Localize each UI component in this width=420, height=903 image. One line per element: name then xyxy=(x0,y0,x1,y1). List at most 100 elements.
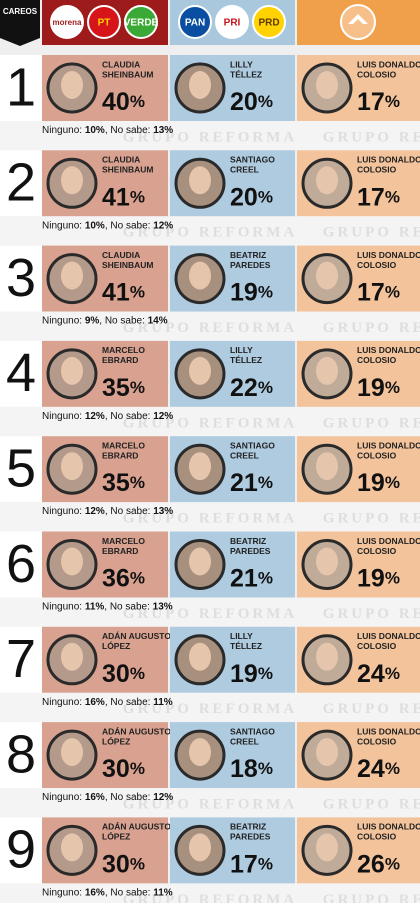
footer: Ninguno: 12%, No sabe: 12% xyxy=(42,411,173,422)
candidate-name: COLOSIO xyxy=(357,355,397,365)
party-name: PRI xyxy=(224,18,241,29)
photo-face xyxy=(316,547,338,576)
candidate-name: PAREDES xyxy=(230,832,271,842)
number-cell xyxy=(0,531,42,598)
candidate-pct: 20% xyxy=(230,88,273,116)
candidate-name: LUIS DONALDO xyxy=(357,345,420,355)
row-number: 1 xyxy=(6,57,36,117)
footer-part: , No sabe: xyxy=(105,220,153,231)
candidate-name: TÉLLEZ xyxy=(230,641,262,651)
footer-part: 10% xyxy=(85,125,105,136)
number-cell xyxy=(0,340,42,407)
footer-band xyxy=(0,406,420,437)
photo-face xyxy=(189,356,211,385)
footer-part: 13% xyxy=(153,506,173,517)
candidate-pct: 35% xyxy=(102,469,145,497)
watermark: GRUPO REFORMA xyxy=(123,225,297,241)
candidate-name: MARCELO xyxy=(102,345,145,355)
party-logo xyxy=(252,5,286,39)
watermark: GRUPO REFORMA xyxy=(123,797,297,813)
footer-part: Ninguno: xyxy=(42,411,85,422)
party-name: PAN xyxy=(185,18,205,29)
candidate-pct: 35% xyxy=(102,374,145,402)
party-name: morena xyxy=(53,18,82,27)
party-logo xyxy=(87,5,121,39)
candidate-pct: 26% xyxy=(357,850,400,878)
row-number: 8 xyxy=(6,724,36,784)
watermark: GRUPO REFORMA xyxy=(123,320,297,336)
footer-part: , No sabe: xyxy=(104,601,152,612)
party-logo xyxy=(215,5,249,39)
number-cell xyxy=(0,817,42,884)
tag-bg xyxy=(0,0,40,46)
candidate-name: COLOSIO xyxy=(357,546,397,556)
candidate-pct: 30% xyxy=(102,755,145,783)
photo-face xyxy=(61,452,83,481)
footer: Ninguno: 16%, No sabe: 12% xyxy=(42,792,173,803)
photo-face xyxy=(61,547,83,576)
photo-face xyxy=(61,738,83,767)
candidate-pct: 17% xyxy=(230,850,273,878)
candidate-name: LUIS DONALDO xyxy=(357,726,420,736)
photo-face xyxy=(189,71,211,99)
photo-face xyxy=(316,642,338,671)
candidate-pct: 17% xyxy=(357,278,400,306)
footer-part: 13% xyxy=(153,125,173,136)
candidate-name: LÓPEZ xyxy=(102,831,130,842)
candidate-name: CREEL xyxy=(230,736,259,746)
candidate-pct: 19% xyxy=(357,564,400,592)
candidate-name: TÉLLEZ xyxy=(230,69,262,79)
candidate-name: LUIS DONALDO xyxy=(357,631,420,641)
number-cell xyxy=(0,245,42,312)
candidate-name: LUIS DONALDO xyxy=(357,155,420,165)
footer-part: , No sabe: xyxy=(105,696,153,707)
mc-eagle xyxy=(348,14,368,24)
candidate-name: LÓPEZ xyxy=(102,735,130,746)
photo-face xyxy=(316,452,338,481)
mc-logo xyxy=(340,4,376,40)
candidate-pct: 17% xyxy=(357,183,400,211)
footer-part: 12% xyxy=(153,220,173,231)
watermark: GRUPO REFORMA xyxy=(323,797,420,813)
footer-part: 11% xyxy=(153,887,173,898)
candidate-name: ADÁN AUGUSTO xyxy=(102,631,171,641)
photo-face xyxy=(189,452,211,481)
footer-part: 11% xyxy=(85,601,105,612)
candidate-pct: 21% xyxy=(230,564,273,592)
candidate-name: TÉLLEZ xyxy=(230,355,262,365)
candidate-pct: 18% xyxy=(230,755,273,783)
footer-part: Ninguno: xyxy=(42,887,85,898)
photo-face xyxy=(61,642,83,671)
photo-face xyxy=(61,261,83,290)
candidate-pct: 17% xyxy=(357,88,400,116)
footer-part: Ninguno: xyxy=(42,125,85,136)
party-name: VERDE xyxy=(124,18,159,29)
candidate-name: PAREDES xyxy=(230,546,271,556)
candidate-name: SHEINBAUM xyxy=(102,69,153,79)
candidate-name: COLOSIO xyxy=(357,69,397,79)
footer-band xyxy=(0,788,420,818)
candidate-name: LUIS DONALDO xyxy=(357,250,420,260)
candidate-name: ADÁN AUGUSTO xyxy=(102,822,171,832)
footer-part: 12% xyxy=(153,792,173,803)
footer-part: Ninguno: xyxy=(42,696,85,707)
candidate-name: COLOSIO xyxy=(357,450,397,460)
footer-band xyxy=(0,692,420,723)
candidate-name: SANTIAGO xyxy=(230,726,275,736)
footer-part: Ninguno: xyxy=(42,792,85,803)
party-name: PT xyxy=(98,18,111,29)
candidate-name: LÓPEZ xyxy=(102,640,130,651)
footer-part: Ninguno: xyxy=(42,601,85,612)
candidate-pct: 36% xyxy=(102,564,145,592)
candidate-pct: 40% xyxy=(102,88,145,116)
row-number: 6 xyxy=(6,534,36,594)
number-cell xyxy=(0,626,42,693)
footer-part: 12% xyxy=(85,506,105,517)
watermark: GRUPO REFORMA xyxy=(123,606,297,622)
photo-face xyxy=(189,261,211,290)
row-number: 7 xyxy=(6,629,36,689)
candidate-name: LUIS DONALDO xyxy=(357,440,420,450)
photo-face xyxy=(61,166,83,195)
party-name: PRD xyxy=(258,18,279,29)
